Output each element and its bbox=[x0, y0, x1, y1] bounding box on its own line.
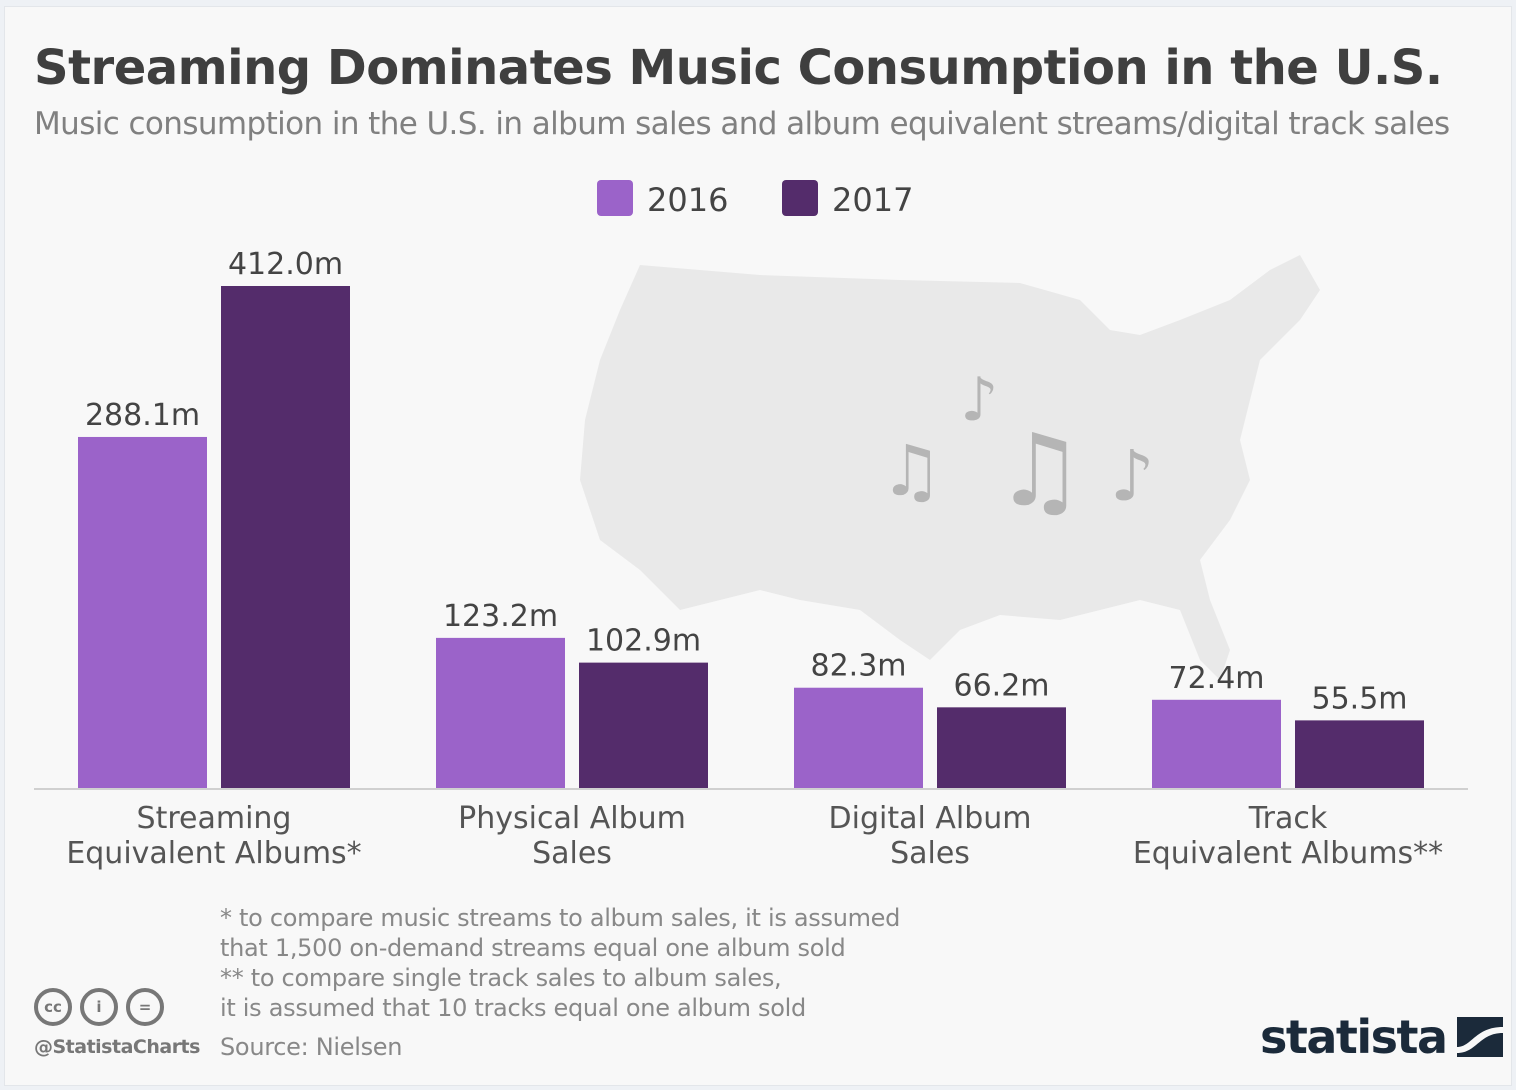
category-label: Sales bbox=[890, 836, 970, 871]
footnote-1: * to compare music streams to album sale… bbox=[220, 904, 901, 932]
data-label: 102.9m bbox=[586, 624, 701, 659]
no-derivatives-icon[interactable]: = bbox=[126, 988, 164, 1026]
chart-subtitle: Music consumption in the U.S. in album s… bbox=[34, 106, 1450, 142]
category-label: Streaming bbox=[137, 801, 292, 836]
category-label: Equivalent Albums* bbox=[66, 836, 361, 871]
footnote-2: that 1,500 on-demand streams equal one a… bbox=[220, 934, 846, 962]
legend-swatch-2016 bbox=[597, 180, 633, 216]
attribution-icon[interactable]: i bbox=[80, 988, 118, 1026]
bar-2017-2 bbox=[937, 707, 1066, 788]
source: Source: Nielsen bbox=[220, 1033, 403, 1061]
footnote-4: it is assumed that 10 tracks equal one a… bbox=[220, 994, 806, 1022]
data-label: 412.0m bbox=[228, 247, 343, 282]
chart-title: Streaming Dominates Music Consumption in… bbox=[34, 40, 1443, 96]
twitter-handle[interactable]: @StatistaCharts bbox=[34, 1036, 200, 1058]
bar-2016-2 bbox=[794, 687, 923, 788]
category-label: Equivalent Albums** bbox=[1133, 836, 1443, 871]
legend-swatch-2017 bbox=[782, 180, 818, 216]
data-label: 82.3m bbox=[810, 649, 906, 684]
data-label: 55.5m bbox=[1311, 681, 1407, 716]
data-label: 66.2m bbox=[953, 668, 1049, 703]
music-note-icon: ♪ bbox=[960, 365, 998, 435]
bar-2016-1 bbox=[436, 637, 565, 788]
statista-logo-icon bbox=[1456, 1017, 1503, 1057]
music-note-icon: ♫ bbox=[995, 412, 1085, 529]
license-icons[interactable]: cc i = bbox=[34, 988, 164, 1026]
data-label: 288.1m bbox=[85, 398, 200, 433]
legend-label-2016: 2016 bbox=[647, 181, 728, 219]
bar-2017-0 bbox=[221, 286, 350, 788]
bar-2017-3 bbox=[1295, 720, 1424, 788]
bar-2017-1 bbox=[579, 662, 708, 788]
category-label: Track bbox=[1248, 801, 1328, 836]
music-note-icon: ♫ bbox=[880, 430, 943, 512]
data-label: 72.4m bbox=[1168, 661, 1264, 696]
statista-logo-text: statista bbox=[1260, 1010, 1448, 1064]
statista-logo[interactable]: statista bbox=[1260, 1010, 1503, 1064]
bar-2016-0 bbox=[78, 436, 207, 788]
us-map-icon: ♫ ♪ ♫ ♪ bbox=[580, 255, 1320, 680]
category-label: Digital Album bbox=[829, 801, 1032, 836]
music-note-icon: ♪ bbox=[1110, 435, 1155, 517]
bar-2016-3 bbox=[1152, 699, 1281, 788]
legend-label-2017: 2017 bbox=[832, 181, 913, 219]
category-label: Physical Album bbox=[458, 801, 686, 836]
category-label: Sales bbox=[532, 836, 612, 871]
legend: 2016 2017 bbox=[597, 180, 913, 219]
data-label: 123.2m bbox=[443, 599, 558, 634]
cc-icon[interactable]: cc bbox=[34, 988, 72, 1026]
footnote-3: ** to compare single track sales to albu… bbox=[220, 964, 782, 992]
